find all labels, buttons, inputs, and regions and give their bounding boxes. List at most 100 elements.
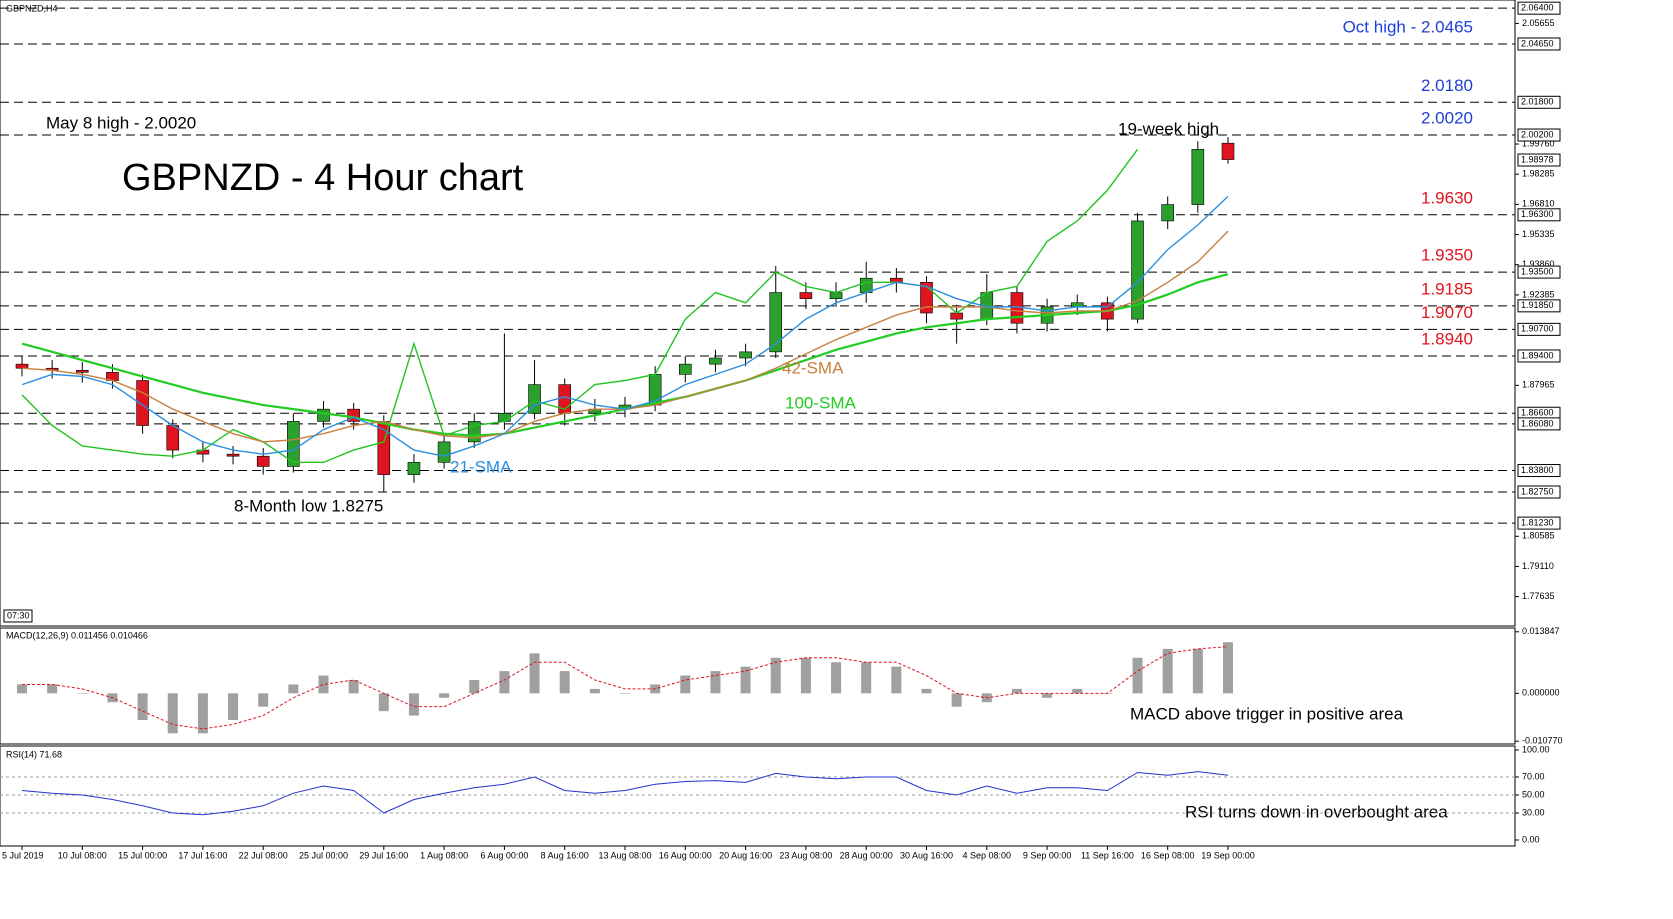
candle-body [799,292,813,299]
level-note: 2.0640 [1421,0,1473,1]
macd-bar [800,657,811,694]
level-tag-box [1517,417,1561,431]
candle-body [739,351,752,359]
candle-body [920,282,933,314]
level-tag-box [1517,265,1561,279]
main-frame [0,0,1516,627]
macd-frame [0,627,1516,745]
x-tick-label: 29 Jul 16:00 [359,850,408,860]
rsi-tick-label: 70.00 [1522,771,1545,781]
candle-body [678,363,692,375]
rsi-title: RSI(14) 71.68 [6,749,62,759]
time-box-label: 07:30 [7,610,30,620]
level-tag: 1.83800 [1521,465,1554,475]
level-tag: 1.82750 [1521,486,1554,496]
macd-bar [1042,693,1053,698]
annotation: 8-Month low 1.8275 [234,496,383,515]
macd-bar [469,680,480,694]
y-tick-label: 1.93860 [1522,259,1555,269]
level-tag-box [1517,516,1561,530]
x-tick-label: 19 Sep 00:00 [1201,850,1255,860]
level-tag: 1.86600 [1521,408,1554,418]
annotation: May 8 high - 2.0020 [46,113,196,132]
ma-line [21,195,1229,457]
level-tag-box [1517,349,1561,363]
level-note: 1.8940 [1421,329,1473,348]
level-tag: 1.91850 [1521,300,1554,310]
x-tick-label: 1 Aug 08:00 [420,850,468,860]
candle-body [317,408,330,422]
level-tag: 1.86080 [1521,418,1554,428]
macd-bar [77,693,88,694]
x-tick-label: 10 Jul 08:00 [58,850,107,860]
macd-bar [1223,642,1233,694]
ma-label: 42-SMA [782,358,844,377]
x-tick-label: 25 Jul 00:00 [299,850,348,860]
x-tick-label: 28 Aug 00:00 [840,850,893,860]
macd-bar [197,693,208,734]
macd-bar [1011,688,1022,694]
candle-body [709,357,722,365]
level-tag-box [1517,485,1561,499]
macd-bar [408,693,419,716]
macd-bar [770,657,781,694]
candle-body [1221,142,1235,160]
x-tick-label: 5 Jul 2019 [2,850,44,860]
candle-body [1191,149,1205,205]
price-tag-box [1517,153,1561,167]
macd-bar [499,671,510,694]
candle-body [1161,204,1174,222]
macd-bar [47,684,58,694]
macd-bar [861,662,872,694]
x-tick-label: 9 Sep 00:00 [1023,850,1072,860]
macd-note: MACD above trigger in positive area [1130,704,1404,723]
macd-bar [348,680,359,694]
candle-body [256,455,270,467]
x-tick-label: 20 Aug 16:00 [719,850,772,860]
macd-tick-label: -0.010770 [1522,736,1563,746]
macd-bar [710,671,721,694]
x-tick-label: 4 Sep 08:00 [963,850,1012,860]
macd-tick-label: 0.013847 [1522,626,1560,636]
macd-bar [1072,688,1083,694]
macd-bar [1192,648,1203,694]
macd-bar [258,693,269,707]
level-tag: 2.00200 [1521,129,1554,139]
level-note: 1.9070 [1421,303,1473,322]
y-tick-label: 1.96810 [1522,199,1555,209]
macd-bar [439,693,450,698]
rsi-tick-label: 50.00 [1522,789,1545,799]
level-tag: 1.96300 [1521,209,1554,219]
level-tag-box [1517,95,1561,109]
y-tick-label: 1.87965 [1522,380,1555,390]
macd-signal [22,646,1229,730]
x-tick-label: 30 Aug 16:00 [900,850,953,860]
price-tag: 1.98978 [1521,154,1554,164]
level-note: 1.9350 [1421,246,1473,265]
candle-body [287,421,300,467]
macd-bar [318,675,329,694]
level-note: 2.0180 [1421,76,1473,95]
level-tag: 2.06400 [1521,3,1554,13]
macd-bar [559,671,570,694]
macd-bar [17,684,27,694]
level-tag: 1.93500 [1521,266,1554,276]
level-tag-box [1517,322,1561,336]
level-tag-box [1517,37,1561,51]
macd-title: MACD(12,26,9) 0.011456 0.010466 [6,630,148,640]
macd-tick-label: 0.000000 [1522,688,1560,698]
x-tick-label: 13 Aug 08:00 [598,850,651,860]
y-tick-label: 1.77635 [1522,591,1555,601]
candle-body [528,384,541,414]
level-tag: 1.81230 [1521,517,1554,527]
macd-bar [831,662,842,694]
macd-bar [1132,657,1143,694]
y-tick-label: 1.80585 [1522,531,1555,541]
level-note: 1.9185 [1421,279,1473,298]
y-tick-label: 1.95335 [1522,229,1555,239]
level-note: Oct high - 2.0465 [1343,17,1473,36]
level-tag-box [1517,299,1561,313]
candle-body [498,412,511,422]
macd-bar [620,693,630,694]
